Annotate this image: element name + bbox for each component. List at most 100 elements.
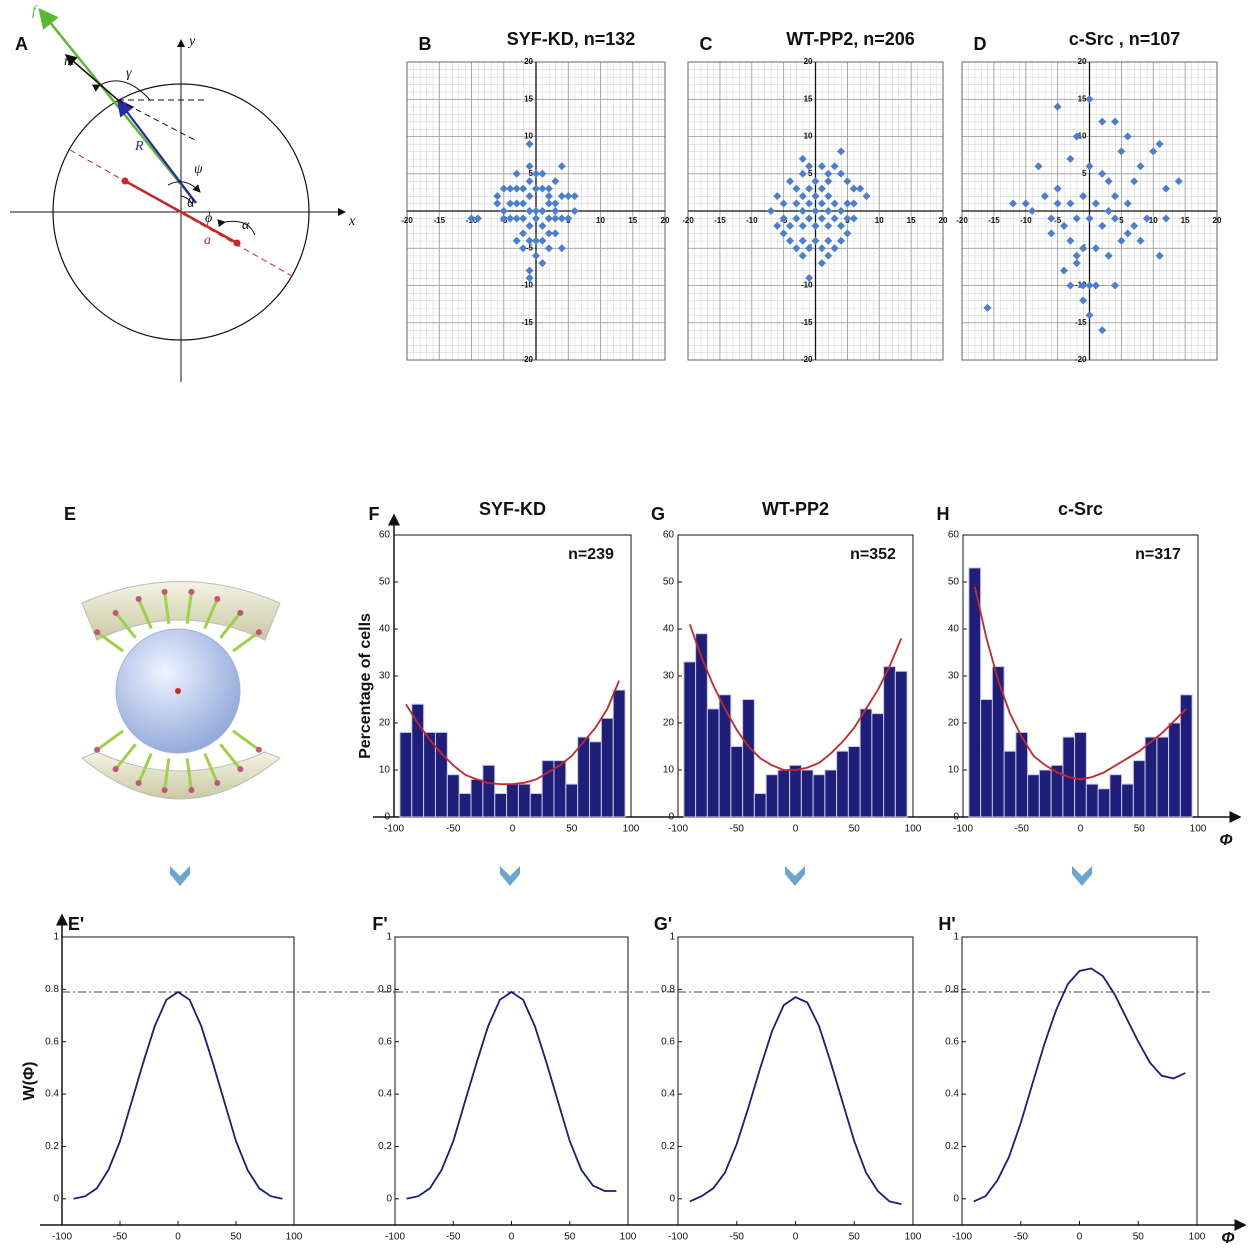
rod-end [94, 746, 101, 753]
rod [114, 611, 137, 639]
bar [494, 793, 508, 818]
y-tick-label: -20 [1075, 355, 1087, 364]
y-tick-label: 0.2 [45, 1141, 59, 1152]
point [811, 207, 820, 215]
point [512, 199, 521, 208]
y-tick-label: 0.2 [661, 1141, 675, 1152]
x-tick-label: 15 [628, 216, 637, 225]
y-tick-label: 60 [663, 530, 675, 541]
x-tick-label: -100 [384, 824, 404, 835]
fit-curve [973, 586, 1187, 781]
x-axis-label: Φ [1221, 1230, 1234, 1247]
rod [232, 631, 260, 653]
point [849, 214, 858, 223]
y-tick-label: 30 [379, 671, 391, 682]
x-tick-label: -20 [682, 216, 694, 225]
point [1047, 229, 1056, 238]
point [817, 199, 826, 208]
x-tick-label: -100 [953, 824, 973, 835]
point [525, 162, 534, 171]
rod [137, 752, 153, 784]
point [817, 214, 826, 223]
x-tick-label: 50 [230, 1232, 242, 1243]
point [1072, 259, 1081, 268]
y-tick-label: -15 [521, 318, 533, 327]
point [1104, 251, 1113, 260]
bar [777, 769, 791, 818]
x-tick-label: -50 [1014, 1232, 1029, 1243]
bar [434, 731, 448, 818]
bar [1085, 783, 1099, 818]
point [532, 169, 540, 178]
point [512, 214, 521, 223]
label: y [187, 34, 196, 49]
point [557, 214, 566, 223]
bar [446, 774, 460, 818]
point [493, 199, 502, 208]
point [824, 221, 833, 230]
x-tick-label: -5 [1054, 216, 1062, 225]
chart-title: SYF-KD [479, 499, 546, 519]
y-tick-label: 60 [379, 530, 391, 541]
bar [742, 699, 755, 818]
point [843, 229, 852, 238]
y-tick-label: 0.2 [378, 1141, 392, 1152]
rod-end [237, 766, 244, 773]
label: a [204, 233, 211, 248]
point [792, 199, 801, 208]
point [811, 221, 820, 230]
y-tick-label: 0.6 [378, 1036, 392, 1047]
x-tick-label: 50 [1133, 1232, 1145, 1243]
x-tick-label: 15 [907, 216, 916, 225]
bar [529, 793, 543, 818]
bar [411, 703, 425, 818]
point [824, 251, 833, 260]
rod-end [135, 596, 142, 603]
point [1053, 102, 1062, 111]
y-axis-label: Percentage of cells [357, 613, 374, 759]
y-tick-label: 0.4 [378, 1089, 392, 1100]
point [544, 214, 553, 223]
point [830, 199, 839, 208]
y-tick-label: 5 [529, 169, 534, 178]
x-tick-label: 20 [1213, 216, 1222, 225]
label: α [242, 218, 250, 233]
point [798, 169, 807, 178]
bar [612, 689, 626, 818]
bar [718, 694, 732, 818]
bar [553, 760, 567, 818]
y-tick-label: 15 [524, 94, 533, 103]
y-tick-label: 40 [663, 624, 675, 635]
y-tick-label: 0.2 [945, 1141, 959, 1152]
point [1111, 192, 1119, 201]
bar [883, 666, 896, 818]
point [551, 214, 560, 223]
x-tick-label: 0 [509, 1232, 515, 1243]
point [1123, 229, 1132, 238]
point [512, 184, 521, 193]
y-tick-label: 40 [948, 624, 960, 635]
point [532, 214, 540, 223]
y-tick-label: 1 [53, 932, 59, 943]
point [525, 192, 534, 201]
point [1053, 199, 1062, 208]
rod [203, 598, 219, 630]
point [1091, 281, 1100, 290]
y-tick-label: 0.6 [661, 1036, 675, 1047]
point [1098, 169, 1107, 178]
y-tick-label: 0.6 [45, 1036, 59, 1047]
point [1117, 147, 1126, 156]
annotation: n=239 [568, 546, 614, 563]
bar [847, 746, 861, 818]
bar [789, 764, 802, 818]
y-tick-label: 20 [524, 57, 533, 66]
point [786, 221, 794, 230]
point [843, 214, 852, 223]
point [1085, 311, 1094, 320]
point [792, 184, 801, 193]
point [779, 199, 788, 208]
point [1162, 184, 1170, 193]
bar [506, 783, 519, 818]
bar [1121, 783, 1134, 818]
y-tick-label: 50 [663, 577, 675, 588]
